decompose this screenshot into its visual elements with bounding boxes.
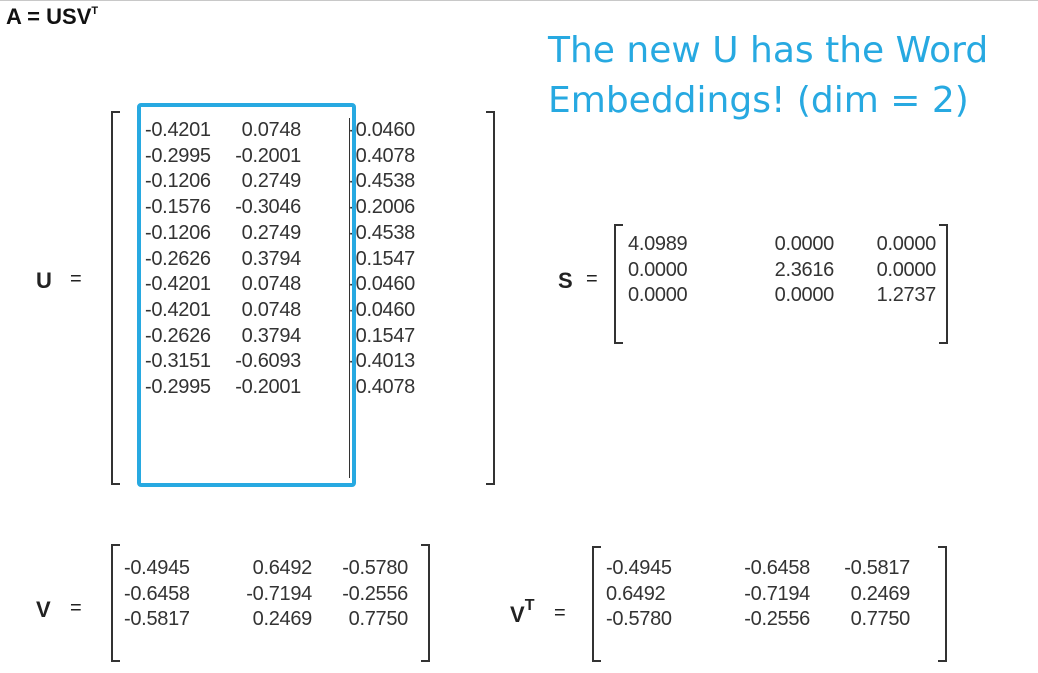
matrix-u-cell: -0.6093: [235, 350, 301, 373]
matrix-vt-equals: =: [554, 602, 566, 624]
matrix-v-equals: =: [70, 597, 82, 619]
matrix-s-label: S: [558, 268, 573, 293]
matrix-u-cell: 0.4078: [355, 144, 416, 167]
matrix-s-right-bracket: [939, 224, 948, 344]
annotation-line-2: Embeddings! (dim = 2): [548, 80, 969, 121]
matrix-s-cell: 0.0000: [876, 258, 937, 281]
matrix-s-cell: 0.0000: [628, 284, 688, 307]
matrix-s-cell: 1.2737: [876, 284, 937, 307]
matrix-u-cell: -0.4538: [349, 170, 415, 193]
matrix-v-right-bracket: [421, 544, 430, 662]
matrix-s-left-bracket: [614, 224, 623, 344]
matrix-u-cell: -0.1206: [145, 170, 211, 193]
matrix-u-grid: -0.4201 0.0748 -0.0460 -0.2995 -0.2001 0.4078…: [145, 118, 415, 401]
matrix-vt-grid: -0.4945 -0.6458 -0.5817 0.6492 -0.7194 0.2469…: [606, 556, 910, 633]
matrix-v-cell: -0.5817: [124, 608, 190, 631]
matrix-vt-label: VT: [510, 597, 535, 627]
matrix-vt-cell: -0.4945: [606, 557, 672, 579]
matrix-u-cell: 0.2749: [241, 170, 302, 193]
matrix-vt-cell: -0.5817: [844, 557, 910, 579]
matrix-vt-cell: -0.5780: [606, 608, 672, 631]
matrix-u-cell: 0.1547: [355, 324, 416, 347]
matrix-u-cell: 0.0748: [241, 273, 302, 296]
matrix-v-cell: -0.7194: [246, 582, 312, 605]
matrix-vt-cell: -0.6458: [744, 557, 810, 579]
matrix-u-right-bracket: [486, 111, 495, 485]
matrix-u-cell: -0.2001: [235, 144, 301, 167]
matrix-s-cell: 0.0000: [774, 233, 835, 255]
matrix-u-cell: 0.2749: [241, 221, 302, 244]
matrix-u-left-bracket: [111, 111, 120, 485]
matrix-u-cell: 0.3794: [241, 324, 302, 347]
matrix-u-cell: 0.1547: [355, 247, 416, 270]
matrix-u-label: U: [36, 268, 52, 293]
matrix-vt-cell: 0.6492: [606, 582, 666, 605]
annotation-text: The new U has the Word Embeddings! (dim …: [548, 26, 1028, 126]
matrix-vt-left-bracket: [592, 546, 601, 662]
matrix-v-cell: -0.5780: [342, 557, 408, 579]
matrix-vt-right-bracket: [938, 546, 947, 662]
matrix-vt-cell: -0.2556: [744, 608, 810, 631]
matrix-u-cell: -0.0460: [349, 273, 415, 296]
matrix-u-cell: -0.4013: [349, 350, 415, 373]
matrix-u-cell: -0.2001: [235, 376, 301, 399]
annotation-line-1: The new U has the Word: [548, 30, 989, 71]
matrix-u-cell: -0.2995: [145, 376, 211, 399]
matrix-u-column-divider: [349, 118, 350, 478]
matrix-u-cell: -0.2626: [145, 324, 211, 347]
matrix-u-cell: -0.1576: [145, 196, 211, 219]
matrix-u-cell: -0.2626: [145, 247, 211, 270]
matrix-u-cell: -0.1206: [145, 221, 211, 244]
matrix-v-grid: -0.4945 0.6492 -0.5780 -0.6458 -0.7194 -0.255…: [124, 556, 408, 633]
matrix-u-cell: 0.0748: [241, 298, 302, 321]
matrix-v-cell: -0.6458: [124, 582, 190, 605]
matrix-u-cell: 0.0748: [241, 119, 302, 141]
matrix-u-cell: -0.0460: [349, 298, 415, 321]
matrix-s-cell: 0.0000: [774, 284, 835, 307]
matrix-u-cell: -0.3046: [235, 196, 301, 219]
matrix-v-cell: 0.7750: [348, 608, 409, 631]
matrix-u-cell: -0.4201: [145, 119, 211, 141]
matrix-s-cell: 2.3616: [774, 258, 835, 281]
matrix-u-cell: 0.3794: [241, 247, 302, 270]
matrix-s-cell: 4.0989: [628, 233, 688, 255]
matrix-u-cell: 0.4078: [355, 376, 416, 399]
matrix-u-cell: -0.4201: [145, 273, 211, 296]
matrix-v-cell: -0.4945: [124, 557, 190, 579]
matrix-v-cell: -0.2556: [342, 582, 408, 605]
matrix-u-cell: -0.2006: [349, 196, 415, 219]
matrix-vt-cell: 0.2469: [850, 582, 911, 605]
matrix-u-cell: -0.2995: [145, 144, 211, 167]
matrix-s-equals: =: [586, 268, 598, 290]
matrix-v-left-bracket: [111, 544, 120, 662]
matrix-u-cell: -0.0460: [349, 119, 415, 141]
matrix-s-cell: 0.0000: [628, 258, 688, 281]
svd-equation-title: A = USVT: [6, 4, 99, 29]
matrix-v-cell: 0.6492: [252, 557, 313, 579]
matrix-v-cell: 0.2469: [252, 608, 313, 631]
matrix-u-cell: -0.3151: [145, 350, 211, 373]
matrix-s-cell: 0.0000: [876, 233, 937, 255]
matrix-s-grid: 4.0989 0.0000 0.0000 0.0000 2.3616 0.0000 0.00…: [628, 232, 936, 309]
matrix-u-cell: -0.4201: [145, 298, 211, 321]
top-border: [0, 0, 1038, 1]
matrix-vt-cell: 0.7750: [850, 608, 911, 631]
embedding-highlight-box: [137, 103, 356, 487]
matrix-vt-cell: -0.7194: [744, 582, 810, 605]
matrix-u-equals: =: [70, 268, 82, 290]
matrix-u-cell: -0.4538: [349, 221, 415, 244]
matrix-v-label: V: [36, 597, 51, 622]
